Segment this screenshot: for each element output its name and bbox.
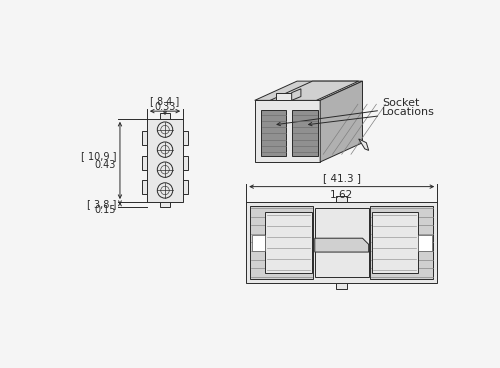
Polygon shape <box>270 81 358 100</box>
Bar <box>183 156 188 170</box>
Bar <box>252 235 266 251</box>
Polygon shape <box>315 238 368 252</box>
Text: Locations: Locations <box>382 107 434 117</box>
Bar <box>336 283 347 289</box>
Bar <box>142 156 147 170</box>
Text: 0.33: 0.33 <box>154 102 176 112</box>
Bar <box>266 212 312 273</box>
Polygon shape <box>254 100 320 162</box>
Text: Socket: Socket <box>382 98 419 108</box>
Bar <box>142 180 147 194</box>
Text: [ 41.3 ]: [ 41.3 ] <box>322 174 360 184</box>
Bar <box>336 196 347 202</box>
Polygon shape <box>292 89 301 100</box>
Bar <box>315 208 368 277</box>
Bar <box>183 180 188 194</box>
Bar <box>261 110 286 156</box>
Polygon shape <box>358 139 368 151</box>
Bar <box>147 119 183 202</box>
Bar <box>142 131 147 145</box>
Bar <box>246 202 437 283</box>
Text: [ 3,8 ]: [ 3,8 ] <box>86 199 116 209</box>
Bar <box>250 206 313 279</box>
Text: [ 10,9 ]: [ 10,9 ] <box>80 151 116 161</box>
Bar <box>292 110 318 156</box>
Polygon shape <box>320 81 362 162</box>
Bar <box>160 113 170 119</box>
Text: 1.62: 1.62 <box>330 190 353 200</box>
Text: [ 8.4 ]: [ 8.4 ] <box>150 96 180 106</box>
Bar <box>372 212 418 273</box>
Text: 0.43: 0.43 <box>94 160 116 170</box>
Bar <box>418 235 432 251</box>
Text: 0.15: 0.15 <box>94 205 116 215</box>
Bar <box>370 206 434 279</box>
Bar <box>160 202 170 208</box>
Bar <box>183 131 188 145</box>
Polygon shape <box>276 93 291 100</box>
Polygon shape <box>254 81 362 100</box>
